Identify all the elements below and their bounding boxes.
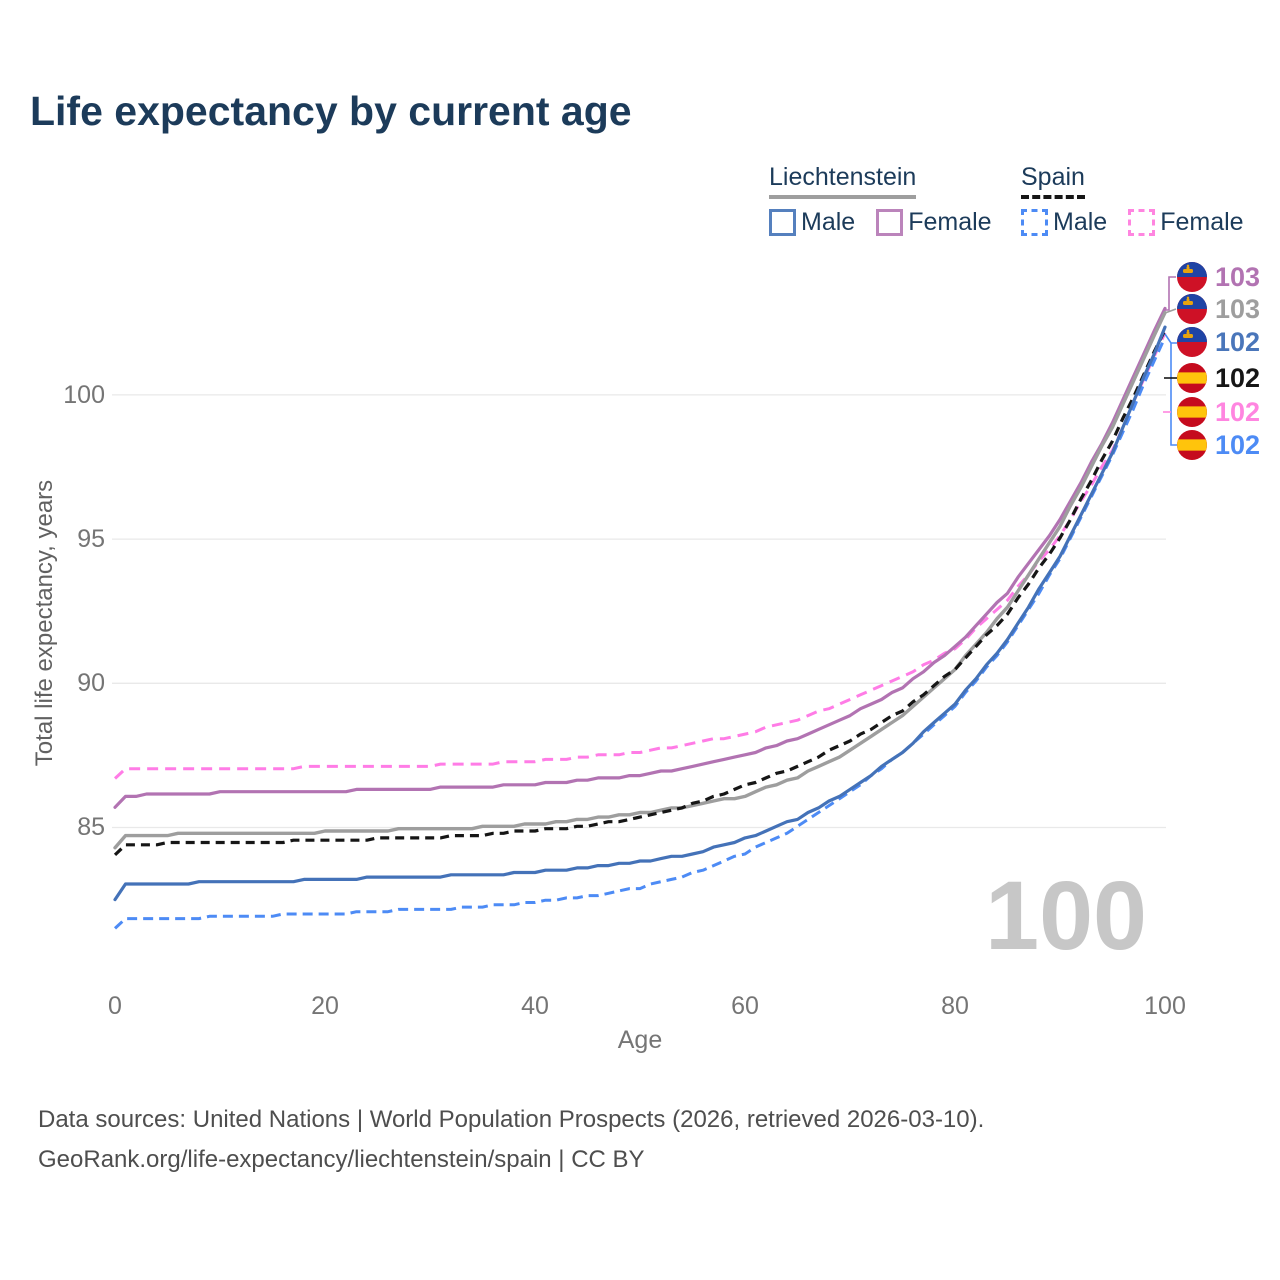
spain-flag-icon (1176, 362, 1208, 394)
end-value: 102 (1215, 326, 1261, 357)
data-sources-note: Data sources: United Nations | World Pop… (38, 1106, 985, 1133)
end-value: 103 (1215, 293, 1261, 324)
spain-flag-icon (1176, 396, 1208, 428)
end-value: 102 (1215, 362, 1261, 393)
legend-item-label: Male (801, 208, 856, 236)
end-label-spain-female: 102 (1176, 396, 1260, 428)
legend-item-label: Male (1053, 208, 1108, 236)
y-tick-85: 85 (77, 813, 105, 841)
leader-line-1 (1164, 308, 1177, 314)
x-tick-40: 40 (521, 992, 549, 1020)
series-line-spain-both-sexes (113, 329, 1167, 857)
legend-item-liechtenstein-female[interactable]: Female (876, 208, 992, 237)
series-line-liechtenstein-male (113, 325, 1167, 902)
liechtenstein-flag-icon (1176, 293, 1208, 325)
legend-group-liechtenstein: Liechtenstein Male Female (769, 163, 1013, 237)
x-tick-100: 100 (1144, 992, 1186, 1020)
legend-row-liechtenstein: Male Female (769, 208, 1013, 237)
legend-item-spain-female[interactable]: Female (1128, 208, 1244, 237)
current-age-watermark: 100 (985, 861, 1147, 970)
end-value: 102 (1215, 396, 1261, 427)
liechtenstein-flag-icon (1176, 261, 1208, 293)
spain-female-swatch-icon (1128, 209, 1156, 236)
liechtenstein-male-swatch-icon (769, 209, 796, 236)
attribution-link[interactable]: GeoRank.org/life-expectancy/liechtenstei… (38, 1146, 645, 1173)
x-axis-title: Age (617, 1026, 663, 1054)
legend-group-spain: Spain Male Female (1021, 163, 1265, 237)
series-line-spain-female (113, 332, 1167, 780)
series-line-liechtenstein-both-sexes (113, 311, 1167, 850)
series-line-liechtenstein-female (113, 306, 1167, 809)
y-axis-title: Total life expectancy, years (31, 479, 58, 767)
end-label-spain-total: 102 (1176, 362, 1260, 394)
y-tick-90: 90 (77, 669, 105, 697)
leader-line-2 (1164, 333, 1177, 446)
leader-line-0 (1164, 276, 1176, 311)
page-title: Life expectancy by current age (30, 88, 632, 134)
end-label-liechtenstein-female: 103 (1176, 261, 1260, 293)
end-value: 102 (1215, 429, 1261, 460)
legend-item-liechtenstein-male[interactable]: Male (769, 208, 855, 237)
x-tick-20: 20 (311, 992, 339, 1020)
end-label-spain-male: 102 (1176, 429, 1260, 461)
end-value: 103 (1215, 261, 1261, 292)
series-line-spain-male (113, 336, 1167, 930)
legend-item-label: Female (908, 208, 992, 236)
x-tick-80: 80 (941, 992, 969, 1020)
legend-row-spain: Male Female (1021, 208, 1265, 237)
liechtenstein-flag-icon (1176, 326, 1208, 358)
y-tick-100: 100 (63, 381, 105, 409)
legend-header-spain: Spain (1021, 163, 1085, 199)
x-tick-60: 60 (731, 992, 759, 1020)
x-tick-0: 0 (108, 992, 122, 1020)
liechtenstein-female-swatch-icon (876, 209, 904, 236)
spain-flag-icon (1176, 429, 1208, 461)
spain-male-swatch-icon (1021, 209, 1048, 236)
legend-header-liechtenstein: Liechtenstein (769, 163, 917, 199)
end-label-liechtenstein-male: 102 (1176, 326, 1260, 358)
end-label-liechtenstein-total: 103 (1176, 293, 1260, 325)
y-tick-95: 95 (77, 525, 105, 553)
legend-item-spain-male[interactable]: Male (1021, 208, 1107, 237)
legend-item-label: Female (1160, 208, 1244, 236)
